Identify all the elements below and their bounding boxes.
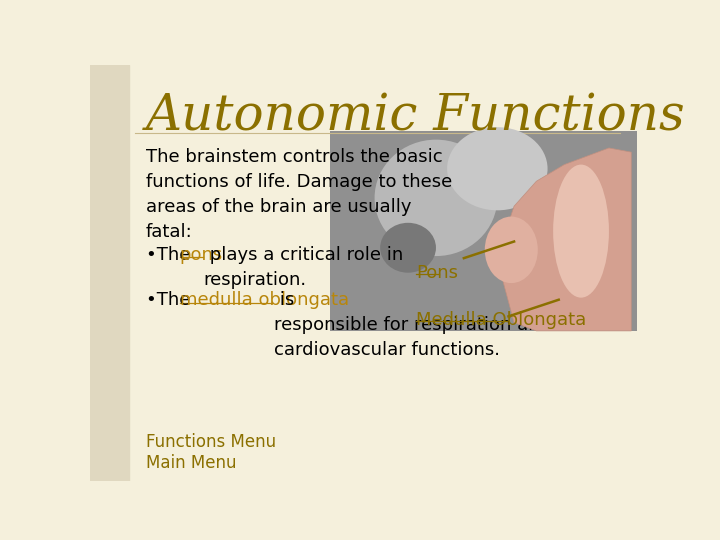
Text: Medulla Oblongata: Medulla Oblongata bbox=[416, 311, 587, 329]
Text: •The: •The bbox=[145, 246, 196, 264]
Ellipse shape bbox=[553, 165, 609, 298]
Bar bbox=[90, 65, 129, 481]
Ellipse shape bbox=[380, 223, 436, 273]
Text: Autonomic Functions: Autonomic Functions bbox=[145, 92, 685, 141]
Ellipse shape bbox=[447, 127, 547, 210]
Ellipse shape bbox=[374, 140, 498, 256]
Text: Main Menu: Main Menu bbox=[145, 454, 236, 471]
Text: pons: pons bbox=[180, 246, 223, 264]
Text: is
responsible for respiration and
cardiovascular functions.: is responsible for respiration and cardi… bbox=[274, 292, 551, 360]
Text: Functions Menu: Functions Menu bbox=[145, 433, 276, 451]
Ellipse shape bbox=[485, 217, 538, 283]
Text: •The: •The bbox=[145, 292, 196, 309]
Text: Pons: Pons bbox=[416, 265, 459, 282]
Text: plays a critical role in
respiration.: plays a critical role in respiration. bbox=[204, 246, 403, 289]
Polygon shape bbox=[503, 148, 631, 331]
Text: The brainstem controls the basic
functions of life. Damage to these
areas of the: The brainstem controls the basic functio… bbox=[145, 148, 452, 241]
Bar bbox=[330, 131, 637, 331]
Text: medulla oblongata: medulla oblongata bbox=[180, 292, 349, 309]
